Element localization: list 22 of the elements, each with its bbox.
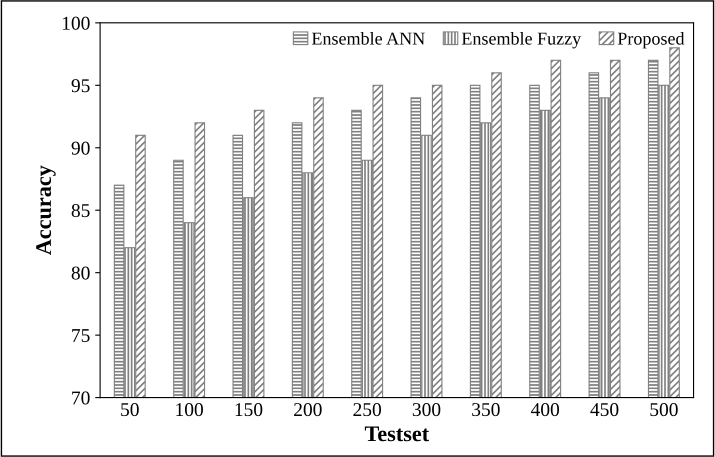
y-tick-label: 95 — [72, 79, 90, 92]
x-tick-label: 300 — [412, 403, 440, 416]
x-tick-label: 350 — [472, 403, 500, 416]
x-tick-label: 100 — [176, 403, 203, 416]
y-tick-label: 100 — [62, 16, 90, 30]
x-tick-label: 500 — [650, 403, 678, 416]
y-tick-label: 75 — [72, 329, 90, 342]
x-tick-label: 400 — [530, 403, 560, 416]
x-axis-title: Testset — [364, 426, 430, 442]
y-tick-label: 90 — [72, 142, 90, 155]
legend-label: Ensemble Fuzzy — [462, 32, 582, 48]
legend-label: Ensemble ANN — [312, 32, 425, 45]
x-tick-label: 200 — [294, 403, 322, 416]
y-tick-label: 70 — [72, 391, 90, 405]
x-tick-label: 450 — [590, 403, 618, 416]
x-tick-label: 250 — [353, 403, 381, 416]
x-tick-label: 150 — [236, 403, 262, 416]
x-tick-label: 50 — [121, 403, 139, 416]
y-tick-label: 85 — [72, 204, 90, 218]
y-axis-title: Accuracy — [36, 165, 56, 256]
y-tick-label: 80 — [72, 266, 90, 280]
legend-label: Proposed — [618, 32, 684, 48]
